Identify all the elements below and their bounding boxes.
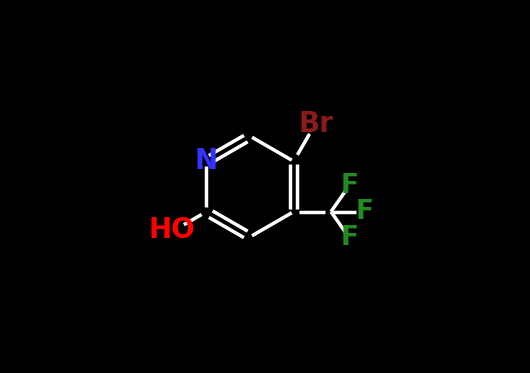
Text: F: F bbox=[356, 199, 374, 225]
Text: N: N bbox=[195, 147, 218, 175]
Text: HO: HO bbox=[149, 216, 196, 244]
Text: Br: Br bbox=[298, 110, 333, 138]
Text: F: F bbox=[340, 173, 358, 199]
Text: F: F bbox=[340, 225, 358, 251]
